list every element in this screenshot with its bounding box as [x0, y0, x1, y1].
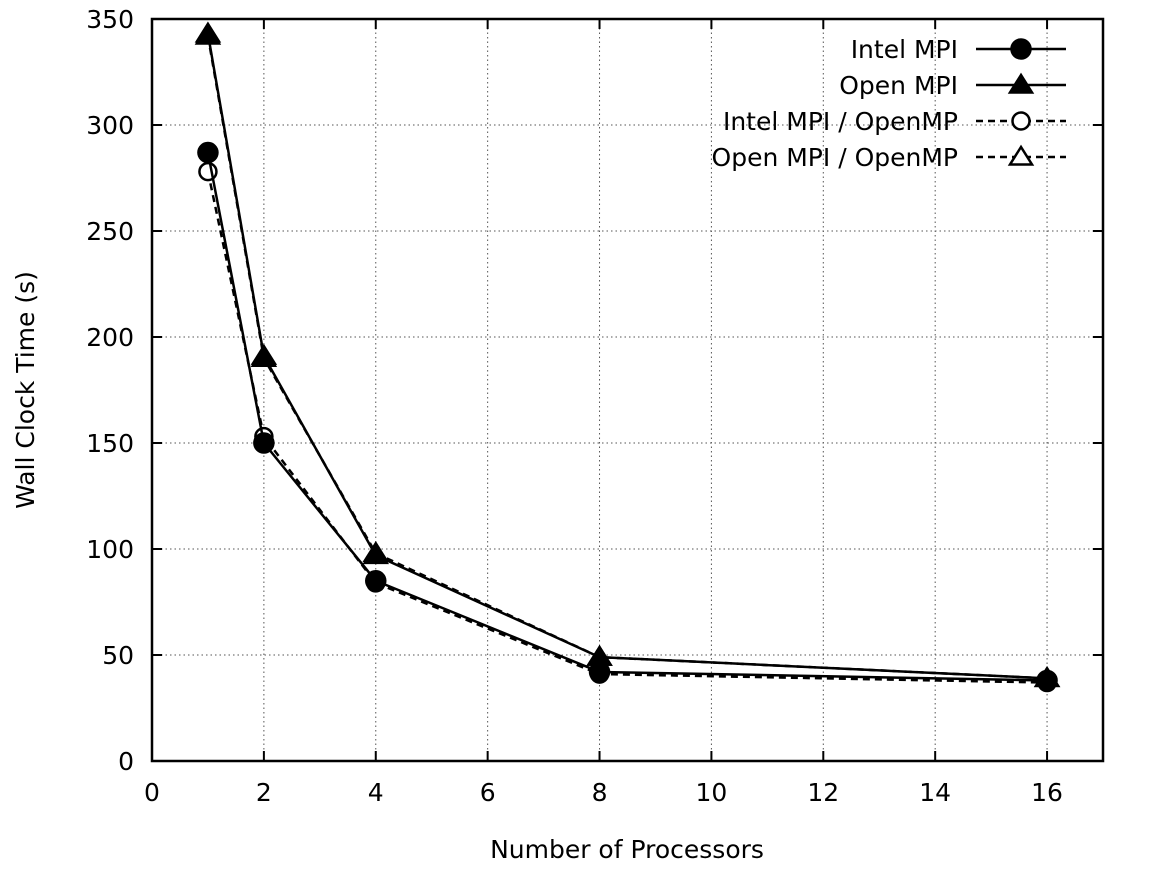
legend: Intel MPI Open MPI Intel MPI / OpenMP Open … — [712, 35, 1066, 172]
y-tick-label: 50 — [102, 641, 134, 670]
plot-frame — [150, 17, 1105, 763]
series-open-mpi — [194, 21, 1061, 688]
x-tick-label: 0 — [144, 778, 160, 807]
series-line — [206, 152, 1048, 682]
series-line — [206, 171, 1048, 684]
y-tick-label: 350 — [86, 5, 134, 34]
legend-entry: Open MPI — [839, 71, 1066, 100]
x-tick-label: 8 — [592, 778, 608, 807]
y-tick-label: 250 — [86, 217, 134, 246]
data-point — [365, 570, 387, 592]
series-layer — [194, 21, 1061, 693]
data-point — [586, 644, 613, 666]
y-axis-title: Wall Clock Time (s) — [11, 271, 40, 509]
y-tick-label: 300 — [86, 111, 134, 140]
data-point — [1007, 144, 1035, 166]
grid — [152, 19, 1103, 761]
data-point — [1011, 111, 1031, 131]
series-intel-mpi — [197, 141, 1058, 692]
x-tick-label: 2 — [256, 778, 272, 807]
legend-label: Open MPI / OpenMP — [712, 143, 958, 172]
y-tick-label: 150 — [86, 429, 134, 458]
x-tick-label: 4 — [368, 778, 384, 807]
x-tick-label: 6 — [480, 778, 496, 807]
x-tick-label: 10 — [696, 778, 728, 807]
data-point — [194, 21, 222, 43]
data-point — [1007, 72, 1035, 94]
data-point — [1033, 665, 1061, 688]
data-point — [197, 141, 219, 164]
data-point — [1010, 38, 1032, 60]
ticks: 0 2 4 6 8 10 12 14 16 0 50 100 150 200 250 300 350 — [86, 5, 1103, 807]
data-point — [250, 343, 278, 365]
x-axis-title: Number of Processors — [490, 835, 764, 864]
series-intel-mpi-openmp — [198, 161, 1057, 693]
legend-entry: Intel MPI — [851, 35, 1066, 64]
data-point — [253, 432, 275, 454]
y-tick-label: 100 — [86, 535, 134, 564]
legend-label: Open MPI — [839, 71, 958, 100]
y-tick-label: 200 — [86, 323, 134, 352]
data-point — [362, 543, 390, 565]
legend-label: Intel MPI — [851, 35, 958, 64]
legend-label: Intel MPI / OpenMP — [723, 107, 958, 136]
legend-entry: Open MPI / OpenMP — [712, 143, 1066, 172]
legend-entry: Intel MPI / OpenMP — [723, 107, 1066, 136]
x-tick-label: 14 — [919, 778, 951, 807]
x-tick-label: 16 — [1031, 778, 1063, 807]
x-tick-label: 12 — [807, 778, 839, 807]
y-tick-label: 0 — [118, 747, 134, 776]
